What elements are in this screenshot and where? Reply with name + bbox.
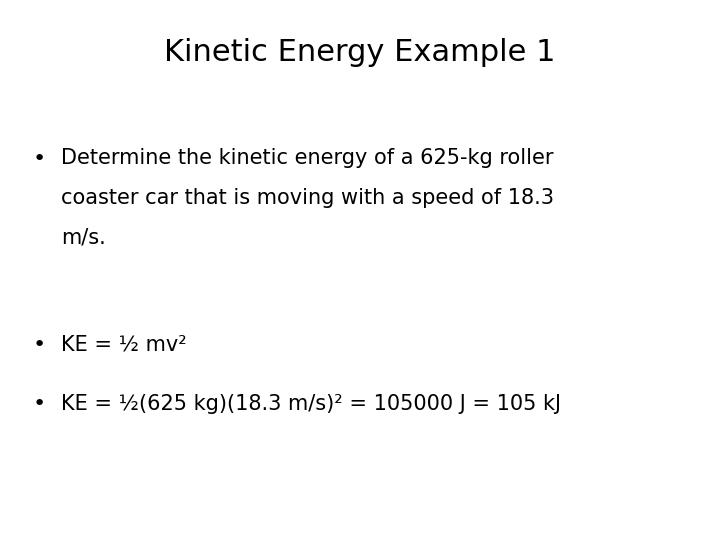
Text: Kinetic Energy Example 1: Kinetic Energy Example 1 <box>164 38 556 67</box>
Text: Determine the kinetic energy of a 625-kg roller: Determine the kinetic energy of a 625-kg… <box>61 148 554 168</box>
Text: m/s.: m/s. <box>61 227 106 247</box>
Text: coaster car that is moving with a speed of 18.3: coaster car that is moving with a speed … <box>61 188 554 208</box>
Text: •: • <box>33 148 46 168</box>
Text: •: • <box>33 335 46 355</box>
Text: KE = ½(625 kg)(18.3 m/s)² = 105000 J = 105 kJ: KE = ½(625 kg)(18.3 m/s)² = 105000 J = 1… <box>61 394 561 414</box>
Text: KE = ½ mv²: KE = ½ mv² <box>61 335 187 355</box>
Text: •: • <box>33 394 46 414</box>
